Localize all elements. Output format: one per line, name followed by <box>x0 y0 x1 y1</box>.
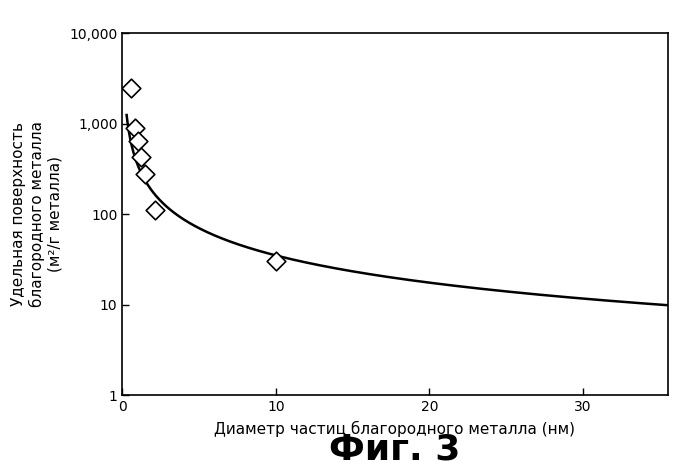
Text: Фиг. 3: Фиг. 3 <box>329 433 461 466</box>
Point <box>125 84 136 91</box>
Point <box>149 207 160 214</box>
Y-axis label: Удельная поверхность
благородного металла
(м²/г металла): Удельная поверхность благородного металл… <box>11 121 62 307</box>
Point <box>135 153 146 161</box>
Point <box>140 170 151 178</box>
X-axis label: Диаметр частиц благородного металла (нм): Диаметр частиц благородного металла (нм) <box>215 421 575 437</box>
Point <box>129 124 140 132</box>
Point <box>271 258 282 265</box>
Point <box>132 137 143 145</box>
